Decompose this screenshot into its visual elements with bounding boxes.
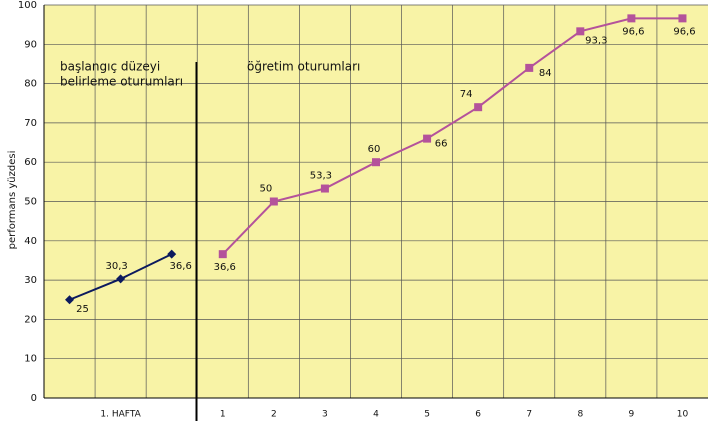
- annotation: başlangıç düzeyi: [60, 60, 160, 74]
- annotation: öğretim oturumları: [247, 60, 360, 74]
- y-tick-label: 90: [24, 39, 37, 50]
- x-tick-label: 6: [475, 410, 481, 420]
- data-label: 53,3: [310, 171, 332, 182]
- y-tick-label: 0: [31, 393, 37, 404]
- data-label: 96,6: [673, 26, 695, 37]
- data-point: [167, 249, 177, 259]
- data-label: 50: [259, 184, 272, 195]
- data-point: [320, 184, 329, 193]
- data-point: [525, 63, 534, 72]
- data-point: [576, 27, 585, 36]
- data-label: 30,3: [105, 261, 127, 272]
- data-label: 25: [76, 304, 89, 315]
- x-tick-label: 4: [373, 410, 379, 420]
- x-tick-label: 7: [526, 410, 532, 420]
- y-tick-label: 50: [24, 197, 37, 208]
- x-tick-label: 10: [677, 410, 689, 420]
- y-tick-label: 60: [24, 157, 37, 168]
- data-point: [423, 134, 432, 143]
- y-tick-label: 20: [24, 314, 37, 325]
- y-tick-label: 30: [24, 275, 37, 286]
- data-point: [65, 295, 75, 305]
- y-tick-label: 70: [24, 118, 37, 129]
- x-tick-label: 3: [322, 410, 328, 420]
- data-label: 96,6: [622, 26, 644, 37]
- data-label: 66: [435, 139, 448, 150]
- data-point: [116, 274, 126, 284]
- data-point: [269, 197, 278, 206]
- series-line: [222, 17, 683, 255]
- x-tick-label: 1: [220, 410, 226, 420]
- data-label: 60: [368, 144, 381, 155]
- annotation: belirleme oturumları: [60, 75, 183, 89]
- data-label: 93,3: [585, 35, 607, 46]
- x-tick-label: 9: [629, 410, 635, 420]
- y-tick-label: 10: [24, 354, 37, 365]
- x-tick-label: 5: [424, 410, 430, 420]
- x-tick-label: 1. HAFTA: [100, 410, 141, 420]
- y-axis-label: performans yüzdesi: [7, 151, 18, 250]
- data-point: [372, 158, 380, 167]
- x-tick-label: 2: [271, 410, 277, 420]
- x-tick-label: 8: [577, 410, 583, 420]
- data-point: [678, 14, 687, 23]
- data-point: [218, 250, 227, 259]
- data-point: [627, 14, 636, 23]
- y-tick-label: 80: [24, 79, 37, 90]
- y-tick-label: 40: [24, 236, 37, 247]
- y-tick-label: 100: [18, 0, 37, 11]
- data-label: 74: [460, 89, 473, 100]
- data-label: 84: [539, 68, 552, 79]
- data-label: 36,6: [214, 262, 236, 273]
- data-label: 36,6: [170, 261, 192, 272]
- data-point: [474, 103, 483, 112]
